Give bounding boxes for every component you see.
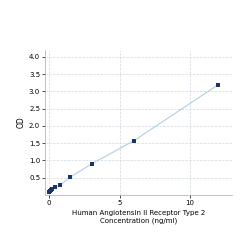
Point bbox=[47, 190, 51, 194]
X-axis label: Human Angiotensin II Receptor Type 2
Concentration (ng/ml): Human Angiotensin II Receptor Type 2 Con… bbox=[72, 210, 206, 224]
Point bbox=[68, 175, 72, 179]
Point bbox=[52, 186, 56, 190]
Point bbox=[50, 187, 54, 191]
Point bbox=[216, 82, 220, 86]
Point bbox=[90, 162, 94, 166]
Point bbox=[58, 183, 62, 187]
Point bbox=[132, 139, 136, 143]
Y-axis label: OD: OD bbox=[17, 116, 26, 128]
Point bbox=[48, 188, 52, 192]
Point bbox=[48, 188, 52, 192]
